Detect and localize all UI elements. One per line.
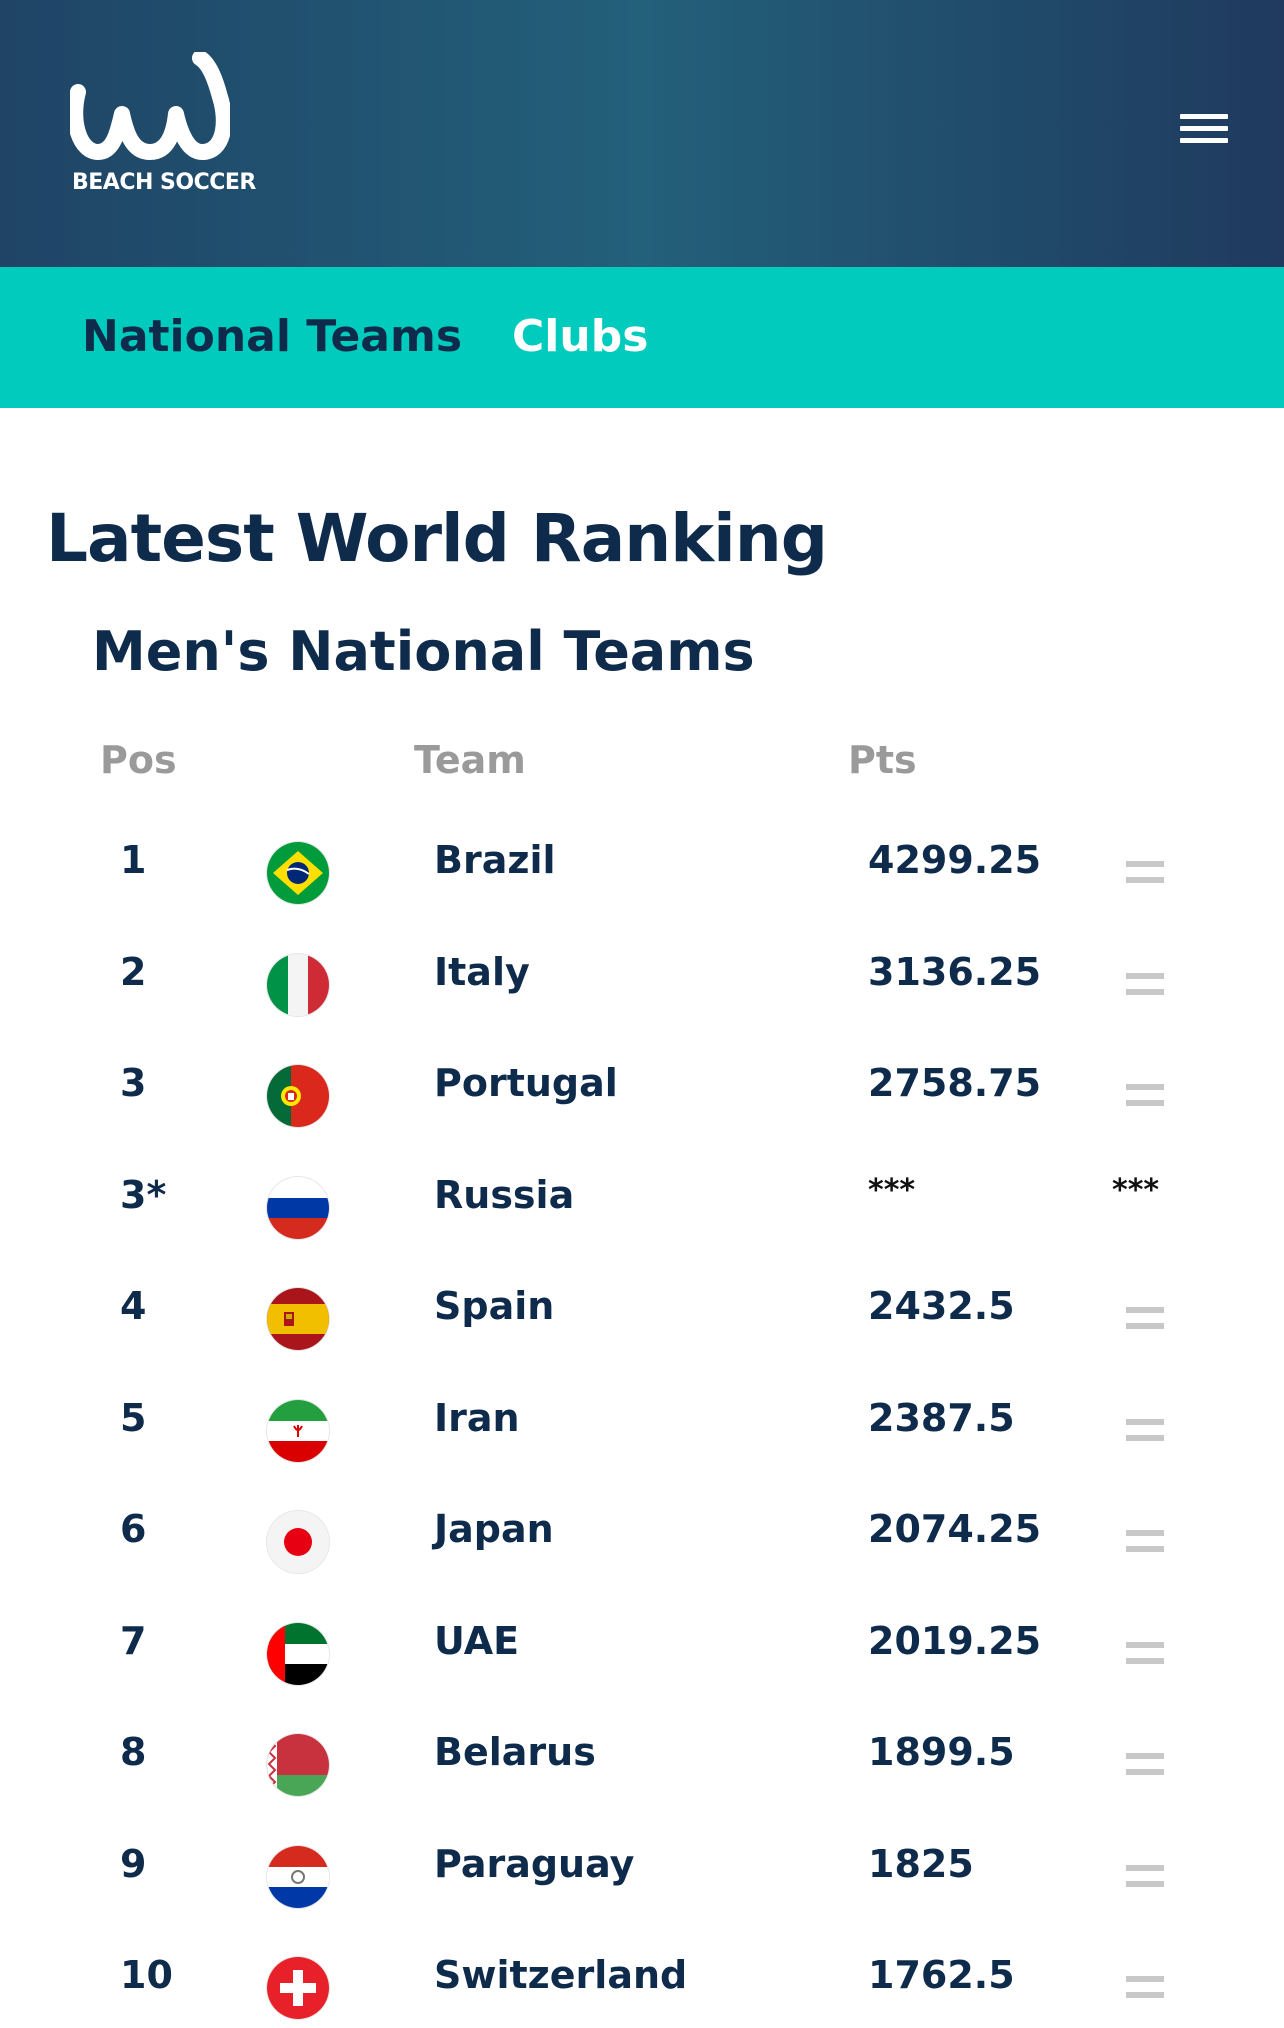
uae-flag-icon xyxy=(267,1622,329,1685)
paraguay-flag-icon xyxy=(267,1845,329,1908)
row-position: 2 xyxy=(120,949,147,994)
row-position: 6 xyxy=(120,1507,147,1551)
spain-flag-icon xyxy=(267,1288,329,1350)
row-points: *** xyxy=(868,1172,916,1208)
row-team-name[interactable]: Spain xyxy=(434,1284,555,1328)
trend-unchanged-icon xyxy=(1126,1084,1164,1112)
trend-unchanged-icon xyxy=(1126,1418,1164,1447)
table-row[interactable]: 3 Portugal 2758.75 xyxy=(0,1041,1284,1152)
row-points: 1899.5 xyxy=(868,1730,1015,1774)
row-points: 2074.25 xyxy=(868,1507,1042,1551)
row-position: 3 xyxy=(120,1061,147,1105)
hamburger-menu-icon[interactable] xyxy=(1180,114,1228,150)
section-title: Men's National Teams xyxy=(92,620,755,683)
trend-unchanged-icon xyxy=(1126,861,1164,889)
row-team-name[interactable]: UAE xyxy=(434,1618,520,1663)
row-team-name[interactable]: Japan xyxy=(434,1507,554,1551)
site-header: BEACH SOCCER xyxy=(0,0,1284,267)
ranking-tabs: National Teams Clubs xyxy=(0,267,1284,408)
trend-unchanged-icon xyxy=(1126,1641,1164,1670)
row-position: 8 xyxy=(120,1730,147,1774)
belarus-flag-icon xyxy=(267,1734,329,1796)
row-team-name[interactable]: Paraguay xyxy=(434,1841,635,1886)
trend-unchanged-icon xyxy=(1126,1976,1164,2004)
row-position: 7 xyxy=(120,1618,147,1663)
iran-flag-icon xyxy=(267,1399,329,1462)
russia-flag-icon xyxy=(267,1176,329,1239)
row-points: 3136.25 xyxy=(868,949,1042,994)
trend-unchanged-icon xyxy=(1126,1753,1164,1781)
table-row[interactable]: 6 Japan 2074.25 xyxy=(0,1487,1284,1598)
italy-flag-icon xyxy=(267,953,329,1016)
row-position: 1 xyxy=(120,838,147,882)
row-team-name[interactable]: Switzerland xyxy=(434,1953,688,1997)
beach-soccer-logo-icon xyxy=(70,52,230,160)
tab-clubs[interactable]: Clubs xyxy=(512,311,649,362)
table-row[interactable]: 5 Iran 2387.5 xyxy=(0,1376,1284,1487)
table-row[interactable]: 3* Russia *** *** xyxy=(0,1153,1284,1264)
row-position: 10 xyxy=(120,1953,173,1997)
table-row[interactable]: 2 Italy 3136.25 xyxy=(0,930,1284,1041)
table-row[interactable]: 10 Switzerland 1762.5 xyxy=(0,1933,1284,2028)
japan-flag-icon xyxy=(267,1511,329,1573)
row-position: 9 xyxy=(120,1841,147,1886)
row-points: 1825 xyxy=(868,1841,974,1886)
table-row[interactable]: 9 Paraguay 1825 xyxy=(0,1822,1284,1933)
row-points: 1762.5 xyxy=(868,1953,1015,1997)
row-team-name[interactable]: Iran xyxy=(434,1395,520,1440)
row-points: 2432.5 xyxy=(868,1284,1015,1328)
table-row[interactable]: 7 UAE 2019.25 xyxy=(0,1599,1284,1710)
row-position: 3* xyxy=(120,1172,167,1217)
row-points: 2387.5 xyxy=(868,1395,1015,1440)
row-team-name[interactable]: Russia xyxy=(434,1172,575,1217)
tab-national-teams[interactable]: National Teams xyxy=(82,311,463,362)
table-row[interactable]: 8 Belarus 1899.5 xyxy=(0,1710,1284,1821)
row-position: 4 xyxy=(120,1284,147,1328)
row-team-name[interactable]: Brazil xyxy=(434,838,556,882)
row-team-name[interactable]: Italy xyxy=(434,949,530,994)
row-position: 5 xyxy=(120,1395,147,1440)
row-team-name[interactable]: Portugal xyxy=(434,1061,618,1105)
row-trend: *** xyxy=(1112,1172,1160,1208)
table-row[interactable]: 1 Brazil 4299.25 xyxy=(0,818,1284,929)
column-header-team: Team xyxy=(414,738,526,782)
brazil-flag-icon xyxy=(267,842,329,904)
portugal-flag-icon xyxy=(267,1065,329,1127)
switzerland-flag-icon xyxy=(267,1957,329,2019)
table-row[interactable]: 4 Spain 2432.5 xyxy=(0,1264,1284,1375)
column-header-pos: Pos xyxy=(100,738,177,782)
row-points: 2758.75 xyxy=(868,1061,1042,1105)
trend-unchanged-icon xyxy=(1126,972,1164,1001)
row-points: 4299.25 xyxy=(868,838,1042,882)
trend-unchanged-icon xyxy=(1126,1530,1164,1558)
trend-unchanged-icon xyxy=(1126,1307,1164,1335)
row-points: 2019.25 xyxy=(868,1618,1042,1663)
beach-soccer-logo[interactable] xyxy=(70,52,230,202)
column-header-pts: Pts xyxy=(848,738,917,782)
row-team-name[interactable]: Belarus xyxy=(434,1730,596,1774)
logo-text: BEACH SOCCER xyxy=(72,170,256,195)
trend-unchanged-icon xyxy=(1126,1864,1164,1893)
page-title: Latest World Ranking xyxy=(46,500,828,577)
